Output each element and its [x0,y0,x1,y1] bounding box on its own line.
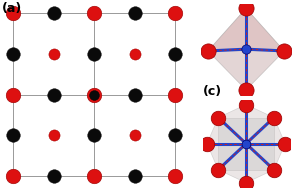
Point [51,52,56,55]
Point [272,116,276,119]
Text: (b): (b) [201,0,221,2]
Point [132,12,137,15]
Point [132,134,137,137]
Point [92,12,96,15]
Point [51,12,56,15]
Polygon shape [208,51,284,90]
Point [244,181,249,184]
Point [11,12,15,15]
Point [11,134,15,137]
Polygon shape [246,8,284,90]
Point [11,52,15,55]
Point [92,93,96,96]
Point [205,142,209,145]
Point [244,103,249,106]
Point [173,12,178,15]
Polygon shape [208,8,284,51]
Point [132,174,137,177]
Point [173,52,178,55]
Point [11,174,15,177]
Point [282,50,287,53]
Point [92,174,96,177]
Point [244,88,249,91]
Point [51,174,56,177]
Point [283,142,287,145]
Point [244,7,249,10]
Polygon shape [218,118,274,170]
Point [92,52,96,55]
Point [173,93,178,96]
Point [92,93,96,96]
Point [92,134,96,137]
Point [216,116,221,119]
Text: (a): (a) [2,2,22,15]
Text: (c): (c) [203,85,222,98]
Point [244,142,249,145]
Point [132,52,137,55]
Point [51,93,56,96]
Point [244,48,249,51]
Point [216,168,221,171]
Point [173,134,178,137]
Point [51,134,56,137]
Point [11,93,15,96]
Polygon shape [207,105,285,183]
Point [206,50,210,53]
Point [132,93,137,96]
Polygon shape [208,8,246,90]
Point [272,168,276,171]
Point [173,174,178,177]
